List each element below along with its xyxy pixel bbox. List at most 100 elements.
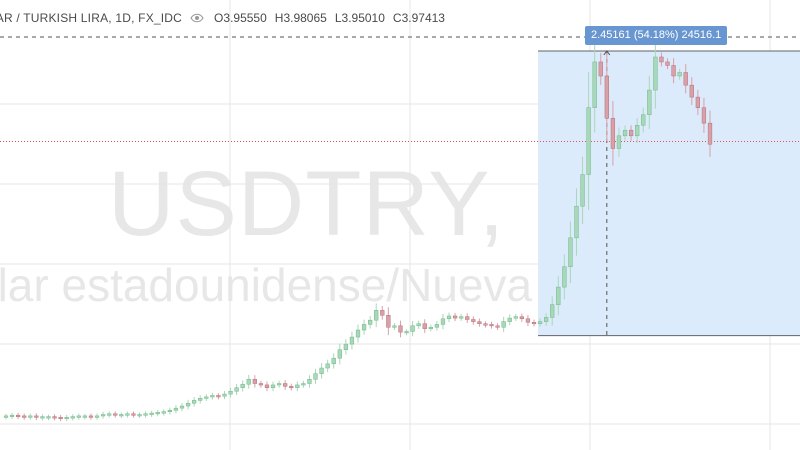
candle-body bbox=[477, 321, 482, 324]
candle-body bbox=[677, 72, 682, 77]
candle-body bbox=[525, 318, 531, 323]
candle-body bbox=[665, 61, 670, 66]
candle-body bbox=[689, 84, 694, 98]
candle-body bbox=[240, 383, 245, 388]
candle-body bbox=[471, 319, 476, 322]
candle-body bbox=[647, 89, 652, 115]
candle-body bbox=[167, 410, 172, 413]
candle-body bbox=[416, 323, 421, 327]
candle-body bbox=[483, 323, 488, 326]
candle-body bbox=[513, 316, 518, 319]
candle-body bbox=[592, 61, 597, 108]
low-key: L bbox=[334, 11, 342, 25]
candle-body bbox=[635, 125, 640, 137]
candle-body bbox=[544, 317, 549, 322]
symbol-legend: LLAR / TURKISH LIRA, 1D, FX_IDC O3.95550… bbox=[0, 9, 453, 27]
candle-body bbox=[204, 396, 209, 399]
candle-body bbox=[289, 386, 294, 389]
candle-body bbox=[28, 415, 33, 418]
candle-body bbox=[192, 400, 197, 404]
candle-body bbox=[16, 414, 21, 417]
high-readout: H3.98065 bbox=[275, 11, 327, 25]
candle-body bbox=[70, 416, 75, 419]
candle-body bbox=[283, 383, 288, 387]
candle-body bbox=[519, 316, 524, 320]
candle-body bbox=[125, 413, 130, 416]
candle-body bbox=[40, 416, 45, 419]
candle-body bbox=[3, 415, 9, 418]
candle-body bbox=[88, 415, 94, 418]
candle-body bbox=[143, 413, 148, 416]
candle-body bbox=[264, 384, 270, 388]
candle-body bbox=[173, 407, 179, 411]
candle-body bbox=[301, 383, 306, 386]
candle-body bbox=[161, 411, 166, 414]
candle-body bbox=[465, 316, 470, 320]
candle-body bbox=[574, 205, 579, 239]
candle-body bbox=[562, 266, 567, 288]
candle-body bbox=[76, 415, 81, 418]
candle-body bbox=[604, 75, 609, 119]
candle-body bbox=[495, 325, 500, 328]
candle-body bbox=[331, 357, 336, 365]
candle-body bbox=[374, 310, 379, 321]
candle-body bbox=[246, 379, 251, 385]
candle-body bbox=[216, 395, 221, 398]
candle-body bbox=[707, 122, 713, 145]
candle-body bbox=[586, 107, 591, 175]
candle-body bbox=[46, 416, 51, 419]
low-readout: L3.95010 bbox=[335, 11, 385, 25]
candle-body bbox=[234, 387, 239, 392]
candle-body bbox=[368, 319, 373, 325]
crosshair-arrow bbox=[603, 50, 611, 56]
candle-body bbox=[313, 373, 318, 380]
candle-body bbox=[404, 331, 409, 334]
candle-body bbox=[550, 304, 555, 318]
candle-body bbox=[52, 416, 57, 419]
candle-body bbox=[440, 318, 446, 325]
high-value: 3.98065 bbox=[283, 11, 327, 25]
candle-body bbox=[319, 367, 324, 374]
candle-body bbox=[489, 324, 494, 327]
candle-body bbox=[428, 326, 433, 329]
candle-body bbox=[252, 379, 257, 384]
candle-body bbox=[198, 398, 203, 401]
candle-body bbox=[155, 412, 160, 415]
candle-body bbox=[641, 114, 646, 126]
candle-body bbox=[131, 413, 136, 416]
measure-area bbox=[538, 51, 800, 336]
candle-body bbox=[9, 414, 15, 417]
candle-body bbox=[598, 61, 603, 77]
candle-body bbox=[276, 383, 282, 386]
candle-body bbox=[258, 383, 264, 386]
candle-body bbox=[459, 316, 464, 319]
candle-body bbox=[380, 310, 385, 316]
candle-body bbox=[82, 415, 88, 418]
candle-body bbox=[270, 384, 276, 388]
symbol-title[interactable]: LLAR / TURKISH LIRA, 1D, FX_IDC bbox=[0, 11, 183, 25]
candle-body bbox=[343, 343, 348, 350]
candle-body bbox=[185, 402, 191, 407]
candle-body bbox=[222, 393, 227, 397]
candle-body bbox=[434, 324, 440, 328]
candle-body bbox=[616, 135, 622, 149]
candle-body bbox=[137, 414, 142, 417]
candle-body bbox=[531, 322, 537, 325]
candle-body bbox=[701, 107, 707, 124]
candle-body bbox=[507, 317, 512, 322]
eye-icon[interactable] bbox=[190, 13, 204, 23]
candle-body bbox=[410, 325, 415, 332]
open-key: O bbox=[214, 11, 224, 25]
candle-body bbox=[580, 174, 585, 207]
candle-body bbox=[501, 321, 506, 328]
candle-body bbox=[228, 391, 233, 395]
candle-body bbox=[210, 395, 215, 398]
candle-body bbox=[325, 363, 330, 369]
candle-body bbox=[622, 129, 628, 137]
open-readout: O3.95550 bbox=[214, 11, 267, 25]
candle-body bbox=[100, 414, 106, 417]
candle-body bbox=[683, 72, 688, 86]
candle-body bbox=[113, 413, 118, 416]
